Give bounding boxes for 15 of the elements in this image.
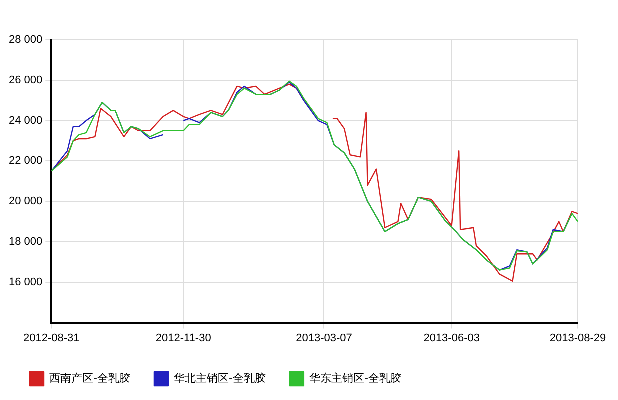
x-tick-label: 2013-06-03: [424, 332, 480, 344]
y-tick-label: 28 000: [8, 34, 43, 46]
x-tick-label: 2013-03-07: [296, 332, 352, 344]
x-tick-label: 2012-08-31: [24, 332, 80, 344]
x-tick-label: 2012-11-30: [156, 332, 212, 344]
y-tick-label: 16 000: [8, 276, 43, 288]
y-tick-label: 26 000: [8, 74, 43, 86]
y-tick-label: 22 000: [8, 155, 43, 168]
y-tick-label: 24 000: [8, 114, 43, 127]
y-tick-label: 18 000: [8, 236, 43, 248]
legend-label: 华北主销区-全乳胶: [174, 372, 266, 385]
x-tick-label: 2013-08-29: [550, 332, 606, 344]
legend-label: 西南产区-全乳胶: [50, 372, 130, 385]
legend-label: 华东主销区-全乳胶: [309, 372, 402, 385]
y-tick-label: 20 000: [8, 196, 43, 208]
